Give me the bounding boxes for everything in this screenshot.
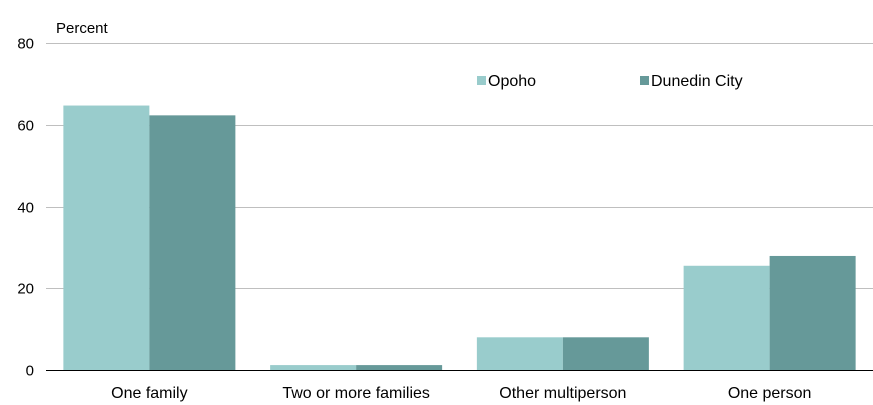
x-axis-ticks: One family Two or more families Other mult… [111, 385, 811, 402]
y-tick-label-0: 0 [26, 363, 34, 380]
legend-swatch [477, 76, 486, 85]
bar-opoho-2 [476, 337, 563, 370]
bar-dunedin-city-1 [356, 365, 443, 370]
y-axis-title: Percent [56, 20, 109, 37]
x-tick-label: Other multiperson [499, 385, 626, 402]
x-tick-label: One family [111, 385, 187, 402]
bar-opoho-0 [63, 105, 150, 370]
y-tick-label-80: 80 [17, 36, 34, 53]
bars [63, 105, 856, 370]
y-tick-label-60: 60 [17, 118, 34, 135]
y-axis-ticks: 0 20 40 60 80 [17, 36, 34, 380]
bar-opoho-3 [683, 265, 770, 370]
legend-label: Dunedin City [651, 73, 743, 90]
bar-dunedin-city-0 [149, 115, 236, 370]
bar-opoho-1 [270, 365, 357, 370]
bar-dunedin-city-2 [562, 337, 649, 370]
legend-label: Opoho [488, 73, 536, 90]
y-tick-label-40: 40 [17, 200, 34, 217]
legend: Opoho Dunedin City [477, 73, 743, 90]
x-tick-label: One person [728, 385, 812, 402]
y-tick-label-20: 20 [17, 281, 34, 298]
x-tick-label: Two or more families [282, 385, 430, 402]
bar-dunedin-city-3 [769, 255, 856, 370]
legend-swatch [640, 76, 649, 85]
